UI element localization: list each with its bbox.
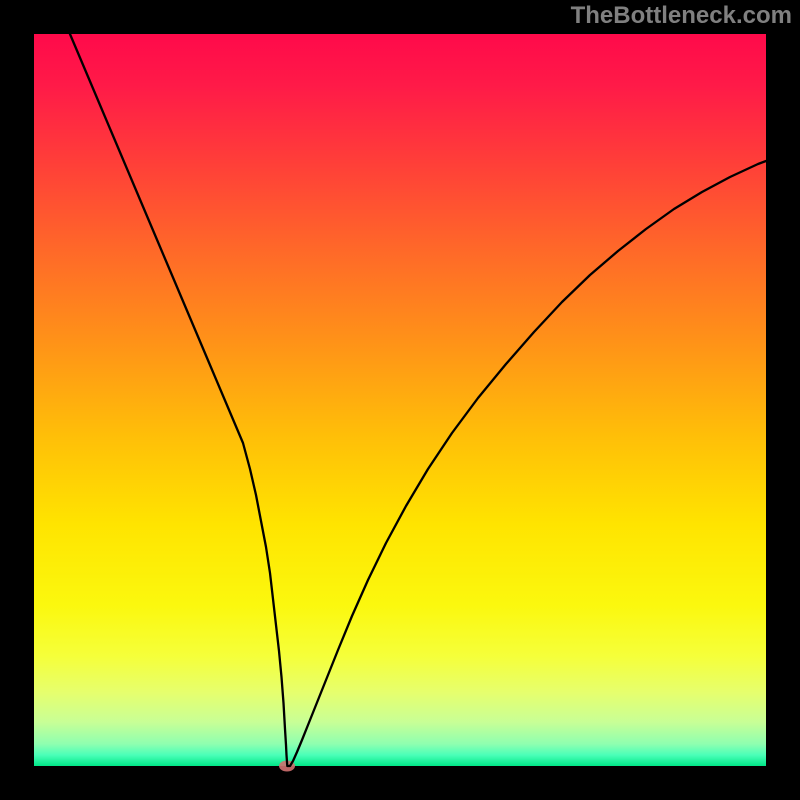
plot-background	[34, 34, 766, 766]
bottleneck-chart	[0, 0, 800, 800]
